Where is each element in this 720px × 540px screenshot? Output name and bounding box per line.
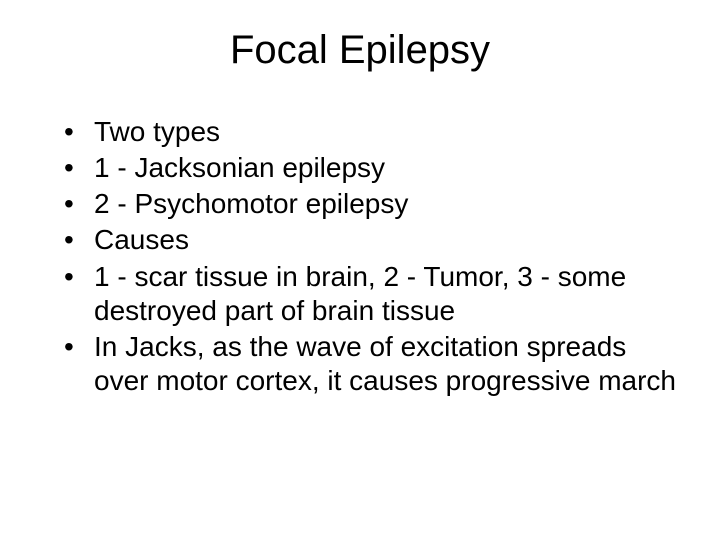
slide-title: Focal Epilepsy (40, 28, 680, 73)
list-item: Two types (64, 115, 680, 149)
list-item: 1 - scar tissue in brain, 2 - Tumor, 3 -… (64, 260, 680, 328)
list-item: Causes (64, 223, 680, 257)
bullet-list: Two types 1 - Jacksonian epilepsy 2 - Ps… (40, 115, 680, 398)
list-item: 1 - Jacksonian epilepsy (64, 151, 680, 185)
list-item: In Jacks, as the wave of excitation spre… (64, 330, 680, 398)
list-item: 2 - Psychomotor epilepsy (64, 187, 680, 221)
